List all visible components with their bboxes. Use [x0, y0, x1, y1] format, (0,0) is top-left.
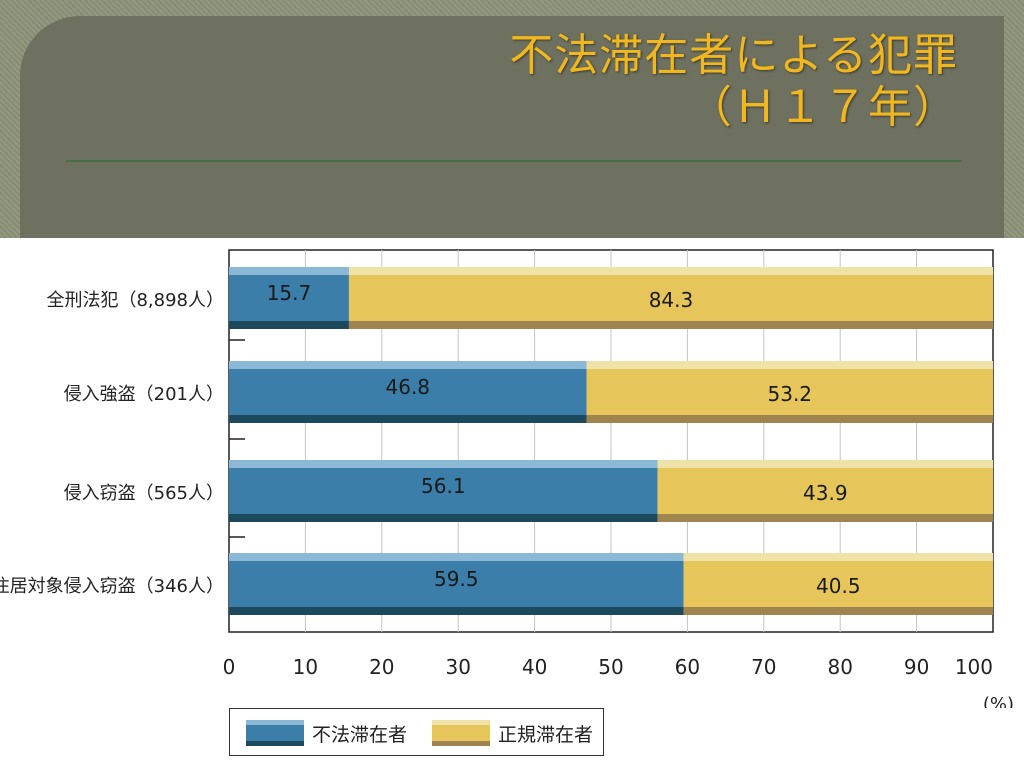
- bar-segment: [657, 460, 993, 522]
- bar-segment-highlight: [229, 553, 684, 561]
- bar-segment-highlight: [229, 361, 587, 369]
- x-tick-label: 70: [751, 655, 776, 679]
- data-label: 84.3: [649, 288, 694, 312]
- x-axis-unit: (%): [983, 694, 1014, 708]
- bar-segment: [229, 267, 349, 329]
- bar-segment: [229, 460, 658, 522]
- bar-segment-shadow: [229, 607, 684, 615]
- legend-label-regular: 正規滞在者: [498, 723, 594, 746]
- x-tick-label: 90: [904, 655, 929, 679]
- bar-segment-highlight: [586, 361, 993, 369]
- bar-segment: [683, 553, 993, 615]
- bar-segment-shadow: [229, 321, 349, 329]
- slide-title: 不法滞在者による犯罪 （Ｈ１７年）: [509, 30, 958, 134]
- bar-segment-highlight: [348, 267, 993, 275]
- data-label: 46.8: [386, 375, 431, 399]
- category-label: 住居対象侵入窃盗（346人）: [0, 576, 224, 597]
- x-tick-label: 100: [955, 655, 993, 679]
- bar-segment: [229, 553, 684, 615]
- bar-segment-highlight: [657, 460, 993, 468]
- chart-area: 15.7 84.3 全刑法犯（8,898人） 46.8 53.2 侵入強盗（201人） 56…: [0, 238, 1024, 768]
- title-line-2: （Ｈ１７年）: [688, 82, 958, 133]
- bar-segment-shadow: [348, 321, 993, 329]
- data-label: 15.7: [267, 281, 312, 305]
- bar-chart: 15.7 84.3 全刑法犯（8,898人） 46.8 53.2 侵入強盗（201人） 56…: [0, 249, 1014, 715]
- title-underline: [66, 160, 962, 162]
- bar-segment-shadow: [229, 514, 658, 522]
- x-tick-label: 0: [223, 655, 236, 679]
- bar-segment-highlight: [229, 460, 658, 468]
- x-tick-label: 20: [369, 655, 394, 679]
- data-label: 56.1: [421, 474, 466, 498]
- bar-segment: [348, 267, 993, 329]
- bar-segment-shadow: [229, 415, 587, 423]
- bar-segment-shadow: [586, 415, 993, 423]
- x-tick-label: 30: [445, 655, 470, 679]
- data-label: 59.5: [434, 567, 479, 591]
- legend-item-illegal: 不法滞在者: [246, 719, 407, 747]
- x-tick-label: 60: [675, 655, 700, 679]
- x-tick-label: 80: [827, 655, 852, 679]
- legend-swatch-regular: [432, 720, 490, 746]
- chart-legend: 不法滞在者 正規滞在者: [229, 708, 604, 756]
- x-tick-label: 10: [293, 655, 318, 679]
- bar-segment-shadow: [657, 514, 993, 522]
- category-label: 侵入窃盗（565人）: [64, 483, 224, 504]
- legend-swatch-illegal: [246, 720, 304, 746]
- bar-segment-shadow: [683, 607, 993, 615]
- bar-segment: [586, 361, 993, 423]
- x-tick-label: 40: [522, 655, 547, 679]
- data-label: 53.2: [768, 382, 813, 406]
- legend-item-regular: 正規滞在者: [432, 719, 593, 747]
- data-label: 40.5: [816, 574, 861, 598]
- bar-segment-highlight: [683, 553, 993, 561]
- category-label: 全刑法犯（8,898人）: [46, 290, 224, 311]
- legend-label-illegal: 不法滞在者: [312, 723, 408, 746]
- data-label: 43.9: [803, 481, 848, 505]
- title-line-1: 不法滞在者による犯罪: [509, 30, 958, 81]
- bar-segment-highlight: [229, 267, 349, 275]
- category-label: 侵入強盗（201人）: [64, 384, 224, 405]
- bar-segment: [229, 361, 587, 423]
- x-tick-label: 50: [598, 655, 623, 679]
